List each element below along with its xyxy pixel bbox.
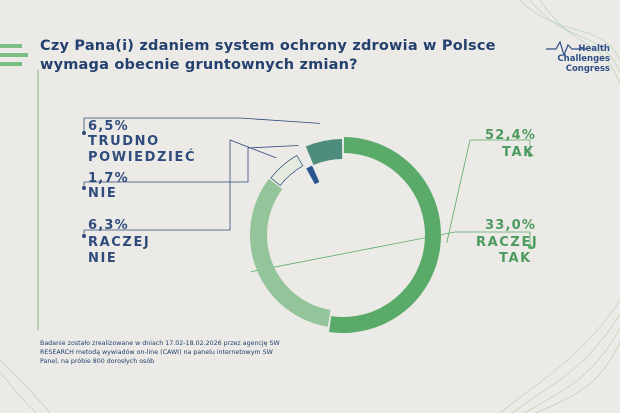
pulse-icon xyxy=(546,40,586,57)
slice-nie xyxy=(306,165,320,185)
dot-tak xyxy=(528,153,532,157)
label-raczej-tak-line1: RACZEJ xyxy=(476,235,539,250)
label-trudno-pct: 6,5% xyxy=(88,119,129,134)
connector-raczej-nie xyxy=(83,139,277,236)
connector-nie xyxy=(83,145,299,188)
slice-trudno xyxy=(305,139,343,165)
slice-tak xyxy=(328,137,442,334)
logo: Health Challenges Congress xyxy=(546,39,616,89)
logo-line3: Congress xyxy=(565,64,610,74)
dot-raczej-nie xyxy=(82,234,86,238)
slice-raczej-tak xyxy=(249,178,331,327)
label-nie-pct: 1,7% xyxy=(88,171,129,186)
label-tak-pct: 52,4% xyxy=(485,128,537,143)
connector-trudno xyxy=(83,117,320,133)
label-trudno-line2: POWIEDZIEĆ xyxy=(88,150,197,165)
connector-tak xyxy=(446,139,531,244)
label-nie-line1: NIE xyxy=(88,186,118,201)
menu-bar-1 xyxy=(0,44,22,48)
slice-raczej-nie xyxy=(270,154,304,186)
label-raczej-tak-line2: TAK xyxy=(499,251,532,266)
page-title: Czy Pana(i) zdaniem system ochrony zdrow… xyxy=(40,38,496,73)
logo-line1: Health xyxy=(578,44,610,54)
menu-bar-3 xyxy=(0,62,22,66)
label-raczej-nie-line1: RACZEJ xyxy=(88,235,151,250)
label-tak-line1: TAK xyxy=(502,145,535,160)
dot-raczej-tak xyxy=(528,245,532,249)
label-raczej-tak-pct: 33,0% xyxy=(485,218,537,233)
footnote: Badanie zostało zrealizowane w dniach 17… xyxy=(40,340,280,365)
connector-raczej-tak xyxy=(250,231,531,273)
label-raczej-nie-pct: 6,3% xyxy=(88,218,129,233)
dot-trudno xyxy=(82,131,86,135)
dot-nie xyxy=(82,186,86,190)
label-trudno-line1: TRUDNO xyxy=(88,134,160,149)
logo-line2: Challenges xyxy=(557,54,610,64)
menu-bar-2 xyxy=(0,53,28,57)
label-raczej-nie-line2: NIE xyxy=(88,251,118,266)
